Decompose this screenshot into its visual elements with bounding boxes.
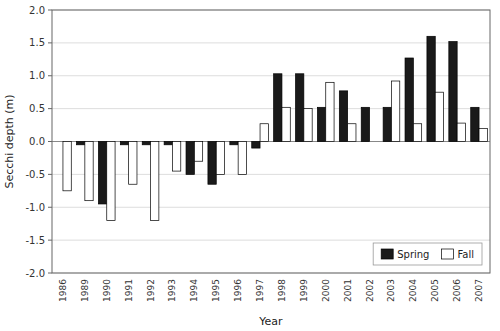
bar: [172, 142, 180, 172]
bar: [391, 81, 399, 141]
x-tick-label: 1994: [189, 279, 199, 302]
y-tick-label: 0.0: [29, 136, 45, 147]
x-tick-label: 2001: [343, 279, 353, 302]
x-tick-label: 1991: [124, 279, 134, 302]
bar: [186, 142, 194, 175]
bar: [383, 107, 391, 141]
grid-line: [52, 42, 490, 43]
grid-line: [52, 207, 490, 208]
x-tick-label: 2004: [408, 279, 418, 302]
y-axis-label: Secchi depth (m): [3, 94, 16, 188]
bar: [296, 74, 304, 142]
x-tick-label: 2003: [386, 279, 396, 302]
bar: [413, 124, 421, 142]
bar: [471, 107, 479, 141]
bar: [326, 82, 334, 141]
x-tick-label: 1992: [146, 279, 156, 302]
x-tick-label: 1990: [102, 279, 112, 302]
bar: [317, 107, 325, 141]
bar: [129, 142, 137, 185]
x-tick-label: 2007: [474, 279, 484, 302]
y-tick: [48, 141, 52, 142]
grid: [52, 10, 490, 273]
x-tick-label: 1986: [58, 279, 68, 302]
y-tick: [48, 273, 52, 274]
bar: [405, 58, 413, 142]
grid-line: [52, 141, 490, 142]
bar: [142, 142, 150, 145]
y-tick: [48, 108, 52, 109]
grid-line: [52, 108, 490, 109]
legend-swatch: [381, 249, 393, 259]
bar: [107, 142, 115, 221]
bar: [120, 142, 128, 145]
y-tick-label: 1.5: [29, 37, 45, 48]
y-tick-label: -2.0: [25, 268, 45, 279]
plot-frame: [52, 10, 490, 273]
y-tick-label: 1.0: [29, 70, 45, 81]
y-tick: [48, 207, 52, 208]
bar: [304, 109, 312, 142]
y-tick: [48, 75, 52, 76]
x-tick-label: 1997: [255, 279, 265, 302]
bar: [77, 142, 85, 145]
bar: [98, 142, 106, 204]
bar: [348, 124, 356, 142]
x-tick-label: 2000: [321, 279, 331, 302]
bar: [238, 142, 246, 175]
y-tick-label: 0.5: [29, 103, 45, 114]
bar: [361, 107, 369, 141]
grid-line: [52, 240, 490, 241]
bar: [435, 92, 443, 141]
x-tick-label: 1998: [277, 279, 287, 302]
x-tick-label: 2005: [430, 279, 440, 302]
bars: [63, 36, 487, 220]
legend-frame: [373, 243, 482, 265]
bar: [274, 74, 282, 142]
x-tick-label: 1996: [233, 279, 243, 302]
bar: [194, 142, 202, 162]
x-tick-label: 1995: [211, 279, 221, 302]
y-tick: [48, 174, 52, 175]
legend-swatch: [441, 249, 453, 259]
legend-label: Fall: [457, 249, 474, 260]
x-tick-label: 1989: [80, 279, 90, 302]
y-tick-label: -1.5: [25, 235, 45, 246]
bar: [85, 142, 93, 201]
legend-label: Spring: [397, 249, 429, 260]
y-tick-label: -1.0: [25, 202, 45, 213]
zero-line: [52, 141, 490, 142]
axes: -2.0 -1.5 -1.0 -0.5 0.0 0.5 1.0 1.5 2.0 1986 1989 1…: [25, 5, 490, 302]
bar: [339, 91, 347, 142]
bar: [427, 36, 435, 141]
y-tick: [48, 10, 52, 11]
bar: [151, 142, 159, 221]
bar: [63, 142, 71, 191]
bar: [55, 141, 63, 142]
bar: [216, 142, 224, 175]
x-axis-label: Year: [258, 315, 283, 328]
bar: [252, 142, 260, 149]
bar: [457, 123, 465, 141]
bar: [208, 142, 216, 185]
grid-line: [52, 174, 490, 175]
y-tick-label: 2.0: [29, 5, 45, 16]
bar: [260, 124, 268, 142]
x-tick-label: 2002: [365, 279, 375, 302]
x-tick-label: 2006: [452, 279, 462, 302]
bar: [164, 142, 172, 145]
legend: Spring Fall: [373, 243, 482, 265]
chart: -2.0 -1.5 -1.0 -0.5 0.0 0.5 1.0 1.5 2.0 1986 1989 1…: [0, 0, 500, 331]
y-tick: [48, 42, 52, 43]
x-tick-label: 1993: [167, 279, 177, 302]
grid-line: [52, 75, 490, 76]
bar: [282, 107, 290, 141]
x-tick-label: 1999: [299, 279, 309, 302]
y-tick-label: -0.5: [25, 169, 45, 180]
y-tick: [48, 240, 52, 241]
bar: [449, 42, 457, 142]
bar: [479, 128, 487, 141]
bar: [230, 142, 238, 145]
